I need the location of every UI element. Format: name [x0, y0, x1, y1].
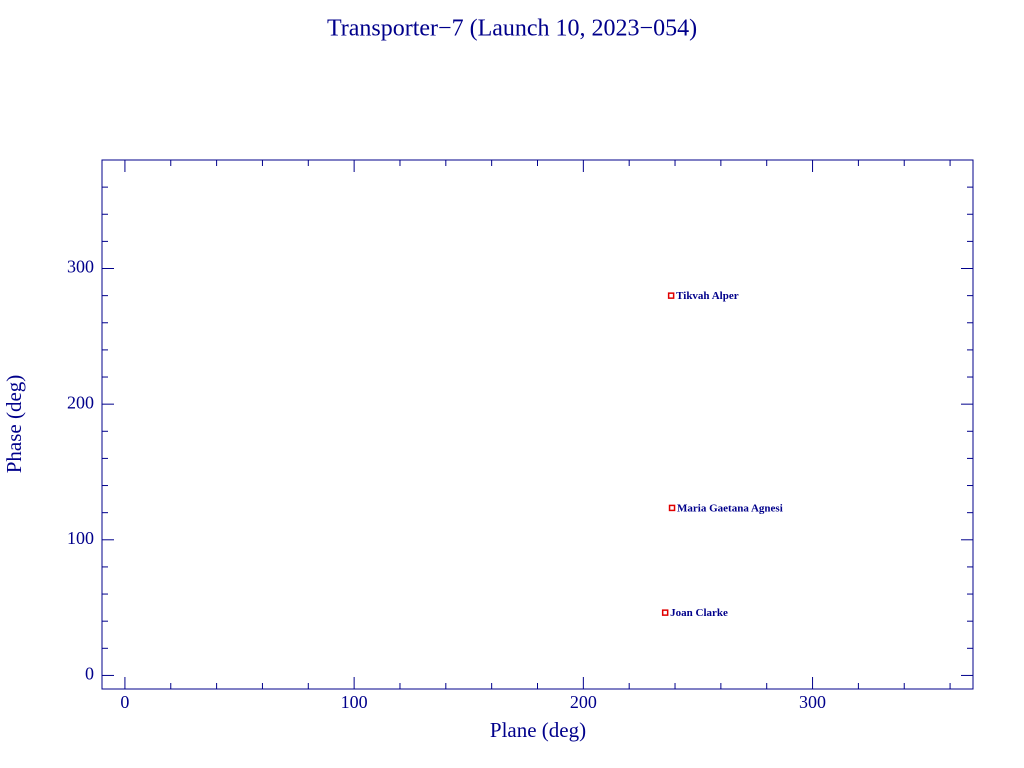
point: [661, 609, 669, 616]
point-label: Maria Gaetana Agnesi: [677, 502, 783, 514]
y-axis-label: Phase (deg): [2, 375, 26, 474]
point: [667, 292, 675, 299]
y-tick-label: 300: [67, 257, 94, 277]
x-tick-label: 0: [120, 692, 129, 712]
x-tick-label: 200: [570, 692, 597, 712]
x-tick-label: 100: [341, 692, 368, 712]
x-tick-label: 300: [799, 692, 826, 712]
chart-title: Transporter−7 (Launch 10, 2023−054): [327, 16, 697, 42]
y-tick-label: 200: [67, 392, 94, 412]
point-label: Joan Clarke: [670, 607, 728, 619]
y-tick-label: 0: [85, 664, 94, 684]
x-axis-label: Plane (deg): [490, 718, 586, 742]
point: [668, 504, 676, 512]
plot-frame: [101, 159, 974, 690]
y-tick-label: 100: [67, 528, 94, 548]
point-label: Tikvah Alper: [676, 290, 739, 302]
